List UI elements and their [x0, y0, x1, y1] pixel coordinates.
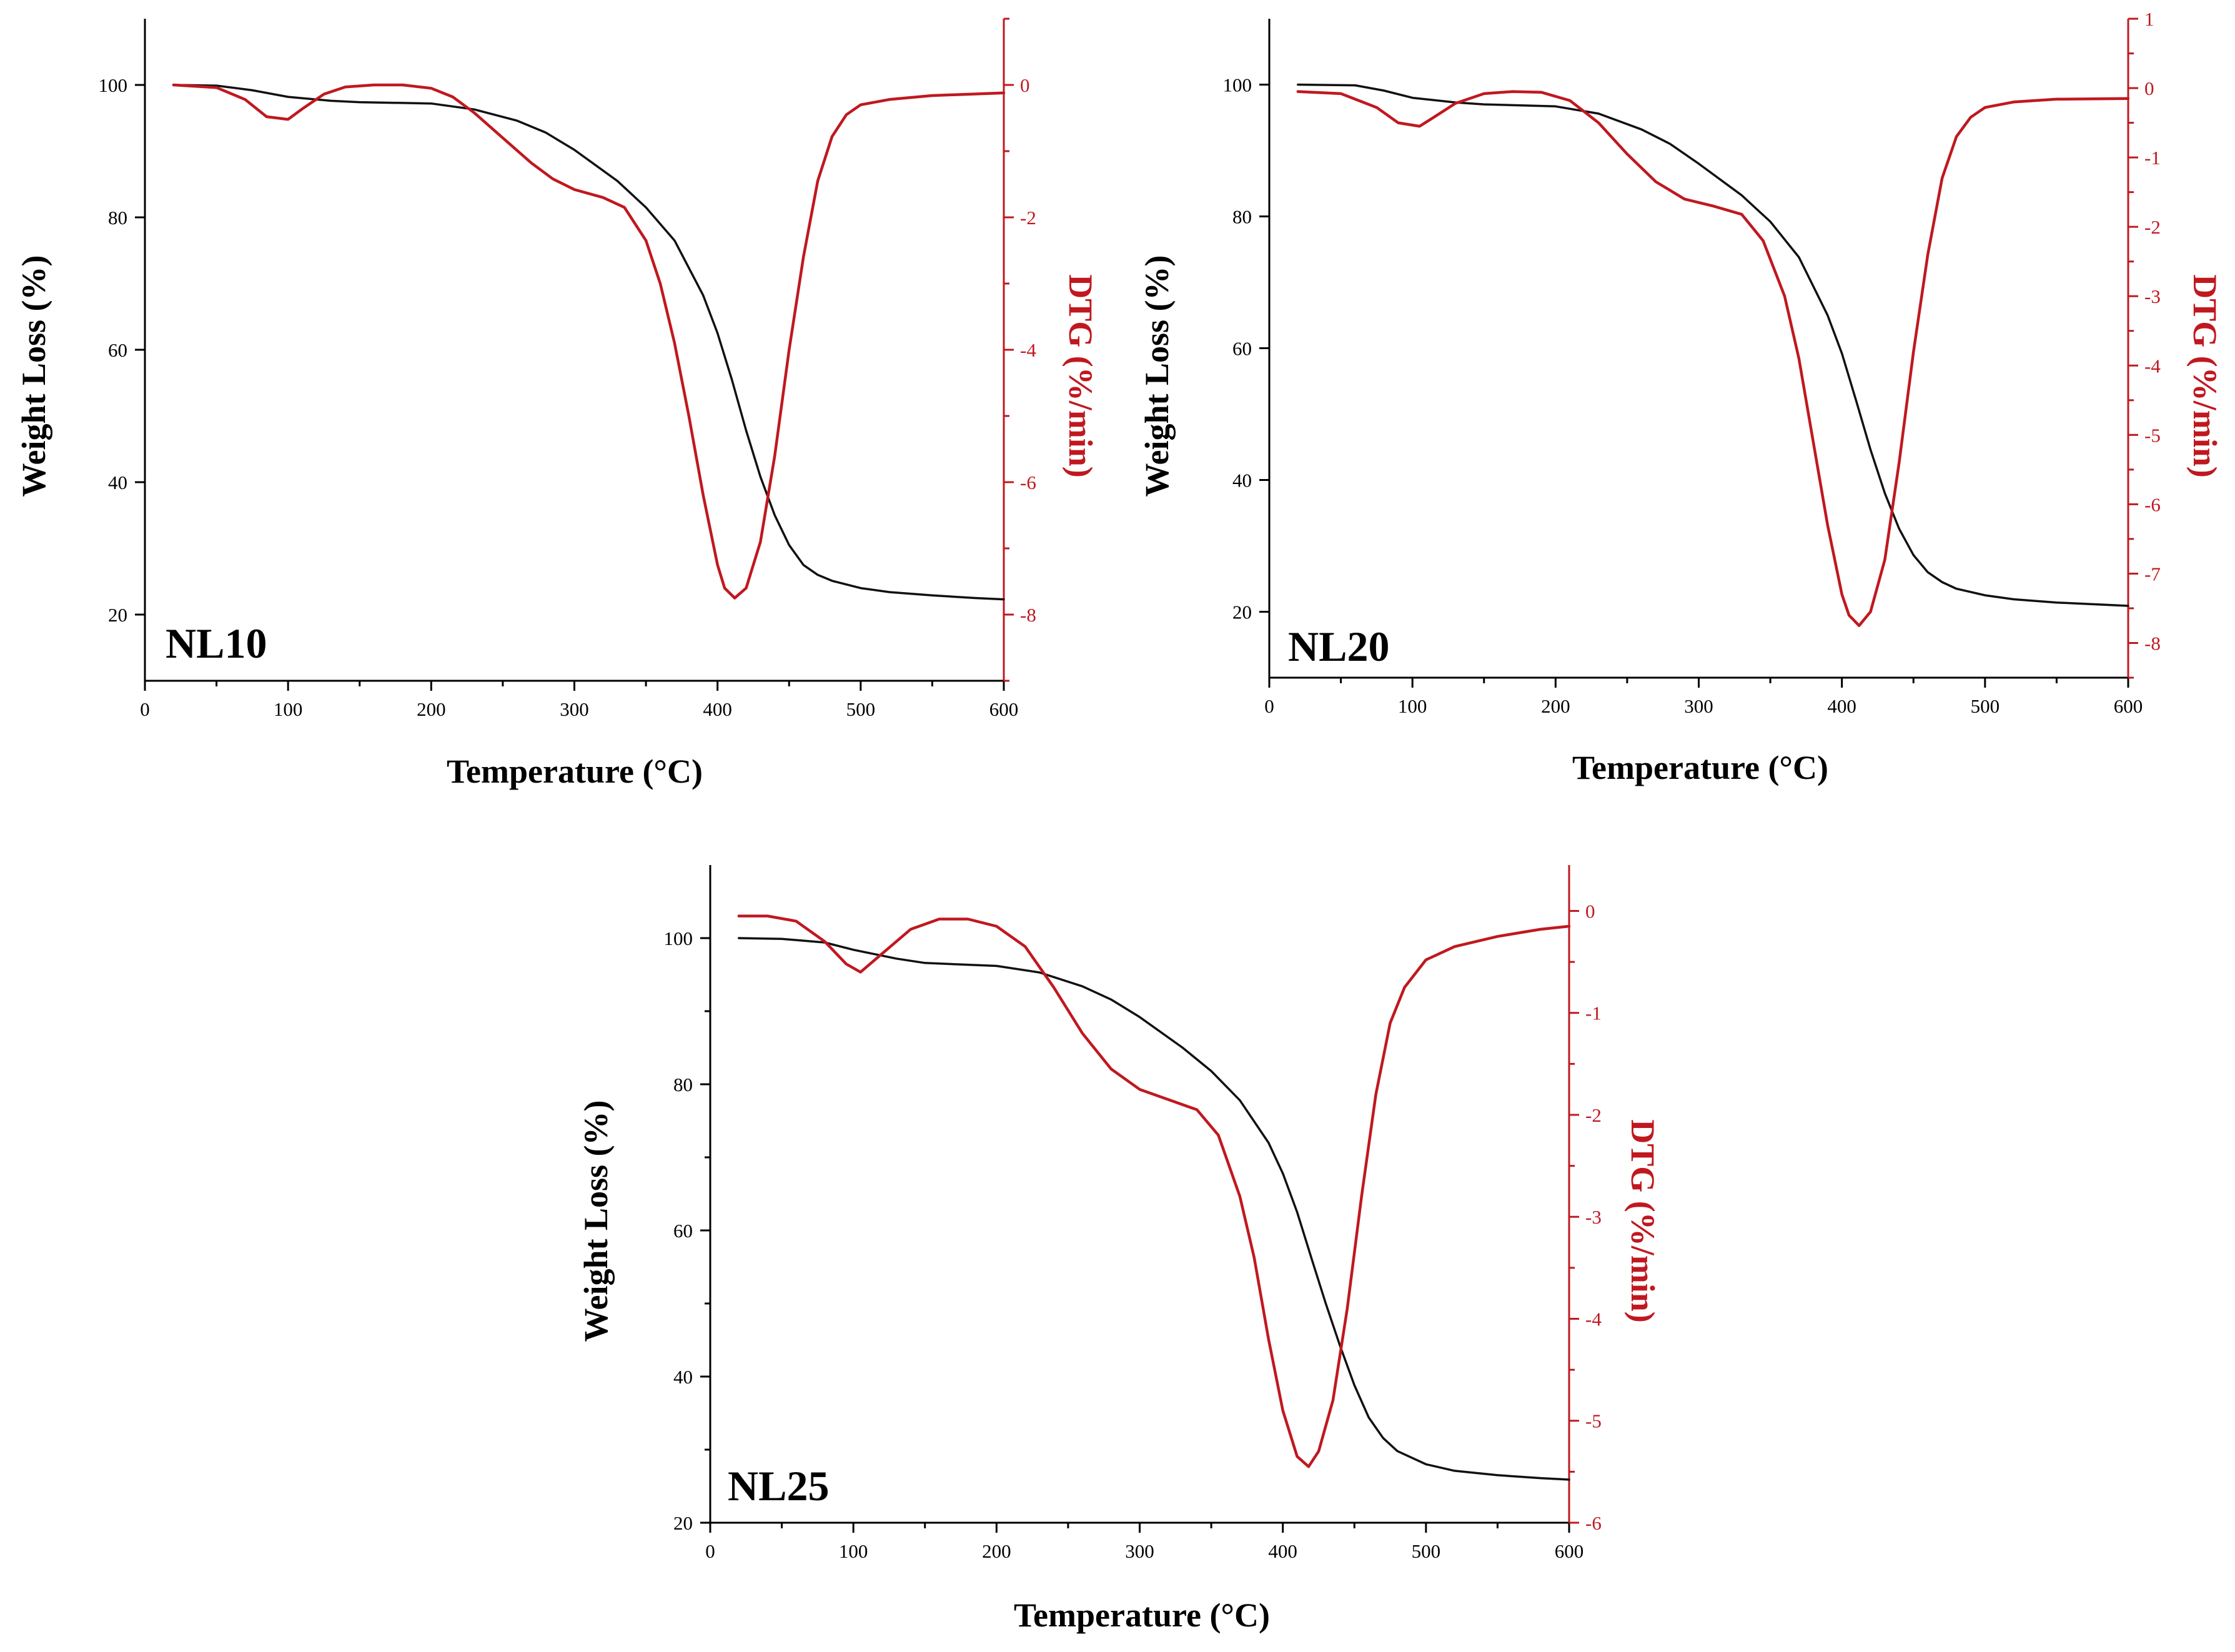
- x-tick-label: 600: [1555, 1540, 1584, 1562]
- x-tick-label: 100: [1398, 695, 1427, 717]
- y-tick-label: 80: [108, 207, 127, 229]
- y-tick-label: 60: [673, 1220, 693, 1242]
- y-tick-label: 80: [673, 1074, 693, 1096]
- y2-tick-label: 0: [1585, 900, 1595, 922]
- x-tick-label: 500: [1412, 1540, 1441, 1562]
- x-tick-label: 400: [703, 698, 732, 720]
- y2-tick-label: -5: [2144, 424, 2161, 446]
- y2-tick-label: -2: [1020, 207, 1036, 229]
- x-axis-title: Temperature (°C): [447, 753, 703, 790]
- y2-tick-label: -7: [2144, 563, 2161, 585]
- y2-tick-label: -5: [1585, 1410, 1602, 1432]
- y2-tick-label: -3: [2144, 285, 2161, 307]
- x-tick-label: 300: [560, 698, 589, 720]
- y2-tick-label: -8: [2144, 632, 2161, 654]
- chart-nl20: Temperature (°C) Weight Loss (%) DTG (%/…: [1138, 8, 2224, 786]
- y2-tick-label: -3: [1585, 1206, 1602, 1228]
- y2-tick-label: -1: [2144, 147, 2161, 169]
- x-tick-label: 400: [1268, 1540, 1297, 1562]
- x-tick-label: 100: [274, 698, 303, 720]
- y-tick-label: 40: [673, 1366, 693, 1388]
- chart-nl10: Temperature (°C) Weight Loss (%) DTG (%/…: [15, 17, 1099, 790]
- x-tick-label: 300: [1125, 1540, 1154, 1562]
- x-tick-label: 100: [839, 1540, 868, 1562]
- x-tick-label: 200: [417, 698, 446, 720]
- x-tick-label: 0: [705, 1540, 715, 1562]
- x-tick-label: 500: [1971, 695, 2000, 717]
- x-tick-label: 0: [1264, 695, 1274, 717]
- x-axis-title: Temperature (°C): [1572, 749, 1828, 786]
- x-axis-title: Temperature (°C): [1014, 1596, 1270, 1634]
- sample-label: NL25: [728, 1462, 829, 1510]
- y2-tick-label: -6: [1020, 472, 1036, 493]
- y2-tick-label: -4: [1020, 339, 1036, 361]
- y2-axis-title: DTG (%/min): [1624, 1119, 1662, 1323]
- y2-tick-label: -1: [1585, 1002, 1602, 1024]
- y-tick-label: 20: [108, 604, 127, 626]
- y2-tick-label: -8: [1020, 604, 1036, 626]
- y2-tick-label: -2: [2144, 216, 2161, 238]
- y2-tick-label: -4: [2144, 355, 2161, 377]
- y-tick-label: 20: [673, 1512, 693, 1534]
- y2-tick-label: -6: [1585, 1512, 1602, 1534]
- y2-axis-title: DTG (%/min): [2186, 274, 2224, 478]
- y-tick-label: 20: [1232, 601, 1252, 623]
- dtg-curve: [172, 83, 1006, 600]
- y2-tick-label: -2: [1585, 1104, 1602, 1126]
- x-tick-label: 600: [2114, 695, 2143, 717]
- x-tick-label: 0: [140, 698, 150, 720]
- sample-label: NL20: [1288, 623, 1389, 670]
- y-tick-label: 100: [664, 927, 693, 949]
- y2-tick-label: 0: [2144, 77, 2154, 99]
- y-axis-title: Weight Loss (%): [577, 1100, 615, 1342]
- x-tick-label: 200: [1541, 695, 1570, 717]
- dtg-curve: [737, 914, 1571, 1468]
- x-tick-label: 200: [982, 1540, 1011, 1562]
- y-tick-label: 60: [108, 339, 127, 361]
- x-tick-label: 600: [989, 698, 1019, 720]
- y2-tick-label: -6: [2144, 493, 2161, 515]
- y-tick-label: 40: [1232, 470, 1252, 492]
- y2-axis-title: DTG (%/min): [1062, 274, 1099, 478]
- sample-label: NL10: [166, 620, 267, 667]
- y-axis-title: Weight Loss (%): [15, 255, 52, 497]
- y-tick-label: 60: [1232, 338, 1252, 360]
- y-tick-label: 80: [1232, 206, 1252, 228]
- weight-loss-curve: [1297, 83, 2129, 607]
- weight-loss-curve: [738, 937, 1570, 1481]
- y2-tick-label: 1: [2144, 8, 2154, 30]
- chart-nl25: Temperature (°C) Weight Loss (%) DTG (%/…: [577, 865, 1662, 1634]
- y-tick-label: 100: [1223, 74, 1252, 96]
- y-tick-label: 100: [99, 74, 128, 96]
- y-tick-label: 40: [108, 472, 127, 493]
- dtg-curve: [1296, 90, 2130, 627]
- y2-tick-label: -4: [1585, 1308, 1602, 1330]
- y-axis-title: Weight Loss (%): [1138, 255, 1176, 497]
- weight-loss-curve: [172, 84, 1005, 601]
- y2-tick-label: 0: [1020, 74, 1030, 96]
- x-tick-label: 300: [1684, 695, 1713, 717]
- x-tick-label: 400: [1827, 695, 1856, 717]
- x-tick-label: 500: [846, 698, 876, 720]
